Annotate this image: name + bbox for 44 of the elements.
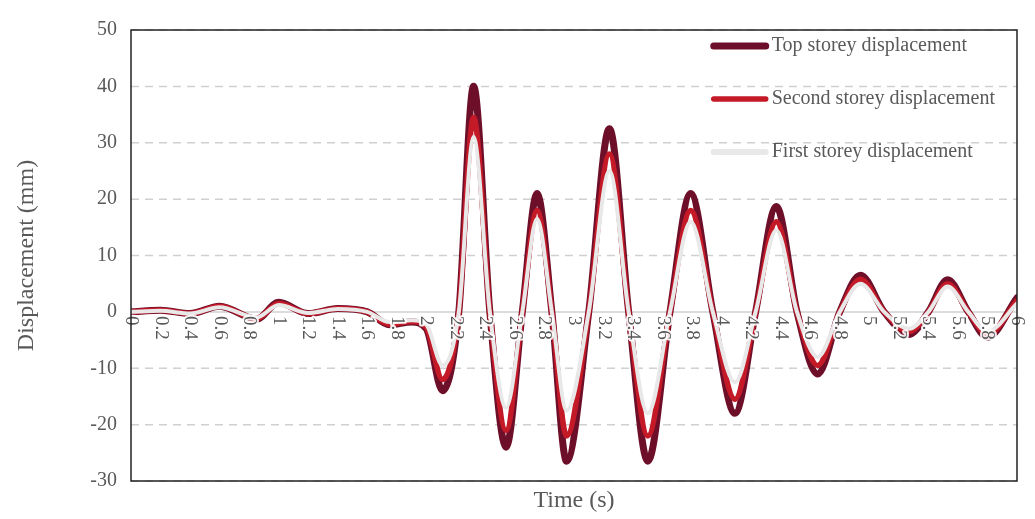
y-tick-label: -30 xyxy=(90,468,117,491)
x-tick-label: 4.2 xyxy=(742,315,764,340)
x-tick-label: 2.6 xyxy=(505,315,527,340)
y-tick-label: 30 xyxy=(97,130,117,152)
x-tick-label: 4.4 xyxy=(771,315,793,341)
x-tick-label: 0 xyxy=(122,315,144,326)
legend-label: First storey displacement xyxy=(771,139,974,163)
y-axis-title: Displacement (mm) xyxy=(11,159,38,352)
x-tick-label: 3.6 xyxy=(653,315,675,340)
x-tick-label: 1.4 xyxy=(328,315,350,341)
x-tick-label: 4 xyxy=(712,315,734,326)
x-tick-label: 3 xyxy=(565,315,587,326)
x-tick-label: 0.4 xyxy=(181,315,203,341)
y-tick-label: -20 xyxy=(90,411,117,434)
x-tick-label: 1.6 xyxy=(358,315,380,340)
x-tick-label: 3.4 xyxy=(624,315,646,341)
y-tick-label: 10 xyxy=(97,242,117,265)
x-tick-label: 2 xyxy=(417,315,439,326)
x-tick-label: 2.4 xyxy=(476,315,498,341)
y-tick-label: 50 xyxy=(97,17,117,40)
x-tick-label: 6 xyxy=(1008,315,1030,326)
y-tick-label: 20 xyxy=(97,186,117,209)
x-tick-label: 5.6 xyxy=(948,315,970,340)
x-tick-label: 1.8 xyxy=(387,315,409,340)
x-tick-label: 2.2 xyxy=(446,315,468,340)
x-tick-label: 5.8 xyxy=(978,315,1000,340)
x-tick-label: 0.8 xyxy=(240,315,262,340)
x-tick-label: 0.6 xyxy=(210,315,232,340)
x-axis-title: Time (s) xyxy=(533,486,615,513)
legend-label: Top storey displacement xyxy=(771,33,968,57)
y-tick-label: -10 xyxy=(90,355,117,378)
x-tick-label: 3.8 xyxy=(683,315,705,340)
x-tick-label: 1 xyxy=(269,315,291,326)
x-tick-label: 4.8 xyxy=(830,315,852,340)
x-tick-label: 2.8 xyxy=(535,315,557,340)
x-tick-label: 5.2 xyxy=(889,315,911,340)
x-tick-label: 0.2 xyxy=(151,315,173,340)
legend-label: Second storey displacement xyxy=(771,86,996,110)
x-tick-label: 1.2 xyxy=(299,315,321,340)
x-tick-label: 3.2 xyxy=(594,315,616,340)
x-tick-label: 5 xyxy=(860,315,882,326)
x-tick-label: 5.4 xyxy=(919,315,941,341)
y-tick-label: 40 xyxy=(97,73,117,96)
x-tick-label: 4.6 xyxy=(801,315,823,340)
